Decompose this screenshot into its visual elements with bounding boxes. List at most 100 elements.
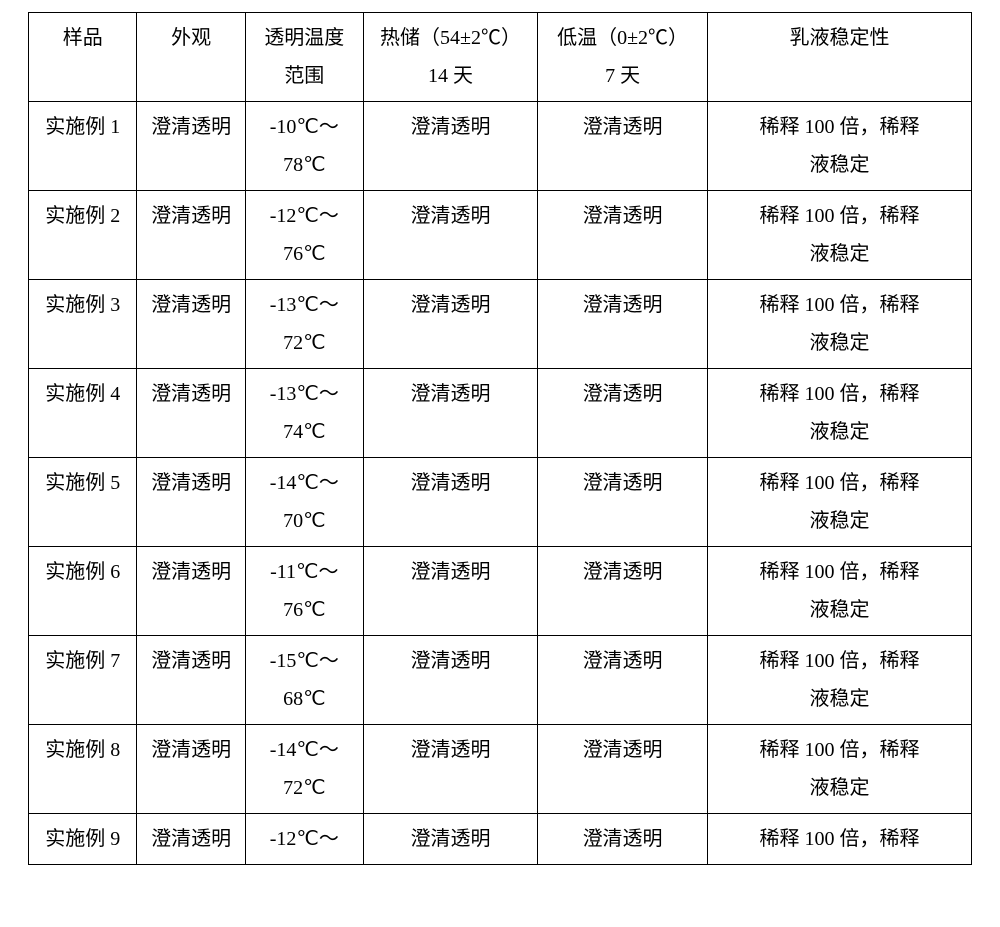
cell-emulsion: 稀释 100 倍，稀释液稳定 [707,369,971,458]
cell-cold: 澄清透明 [538,725,708,814]
cell-line2: 70℃ [250,502,359,540]
cell-line2: 液稳定 [712,146,967,184]
cell-text: 澄清透明 [410,472,490,494]
cell-range: -13℃～74℃ [245,369,363,458]
cell-cold: 澄清透明 [538,102,708,191]
cell-line2: 液稳定 [712,591,967,629]
cell-emulsion: 稀释 100 倍，稀释液稳定 [707,102,971,191]
cell-cold: 澄清透明 [538,636,708,725]
cell-text: 澄清透明 [410,650,490,672]
cell-text: 实施例 3 [45,294,120,316]
cell-cold: 澄清透明 [538,547,708,636]
cell-hot: 澄清透明 [363,369,537,458]
cell-appearance: 澄清透明 [137,458,245,547]
cell-cold: 澄清透明 [538,280,708,369]
header-row: 样品 外观 透明温度 范围 热储（54±2℃） 14 天 低温（0±2℃） 7 … [29,13,972,102]
cell-line1: 稀释 100 倍，稀释 [712,375,967,413]
table-body: 实施例 1澄清透明-10℃～78℃澄清透明澄清透明稀释 100 倍，稀释液稳定实… [29,102,972,865]
cell-line2: 72℃ [250,324,359,362]
cell-range: -12℃～ [245,814,363,865]
cell-line1: 稀释 100 倍，稀释 [712,108,967,146]
cell-range: -14℃～72℃ [245,725,363,814]
cell-appearance: 澄清透明 [137,191,245,280]
cell-text: 澄清透明 [410,383,490,405]
cell-appearance: 澄清透明 [137,725,245,814]
stability-table: 样品 外观 透明温度 范围 热储（54±2℃） 14 天 低温（0±2℃） 7 … [28,12,972,865]
cell-sample: 实施例 3 [29,280,137,369]
header-label-line1: 透明温度 [250,19,359,57]
cell-line2: 76℃ [250,235,359,273]
cell-hot: 澄清透明 [363,280,537,369]
cell-emulsion: 稀释 100 倍，稀释液稳定 [707,280,971,369]
cell-line2: 液稳定 [712,769,967,807]
header-label-line1: 低温（0±2℃） [542,19,703,57]
table-row: 实施例 4澄清透明-13℃～74℃澄清透明澄清透明稀释 100 倍，稀释液稳定 [29,369,972,458]
cell-line1: -12℃～ [250,820,359,858]
header-label: 样品 [63,27,103,49]
cell-appearance: 澄清透明 [137,547,245,636]
cell-text: 实施例 8 [45,739,120,761]
cell-range: -15℃～68℃ [245,636,363,725]
cell-line2: 68℃ [250,680,359,718]
table-row: 实施例 1澄清透明-10℃～78℃澄清透明澄清透明稀释 100 倍，稀释液稳定 [29,102,972,191]
cell-line1: -10℃～ [250,108,359,146]
cell-line1: -15℃～ [250,642,359,680]
cell-text: 澄清透明 [151,472,231,494]
cell-line2: 76℃ [250,591,359,629]
cell-text: 实施例 1 [45,116,120,138]
header-label-line2: 14 天 [368,57,533,95]
cell-text: 澄清透明 [583,561,663,583]
cell-text: 澄清透明 [151,205,231,227]
cell-emulsion: 稀释 100 倍，稀释液稳定 [707,191,971,280]
col-low-temp: 低温（0±2℃） 7 天 [538,13,708,102]
cell-text: 澄清透明 [410,828,490,850]
table-row: 实施例 6 澄清透明 -11℃～76℃ 澄清透明 澄清透明 稀释 100 倍，稀释液稳定 [29,547,972,636]
cell-text: 澄清透明 [151,383,231,405]
cell-text: 实施例 5 [45,472,120,494]
cell-text: 澄清透明 [151,561,231,583]
cell-text: 澄清透明 [583,650,663,672]
cell-hot: 澄清透明 [363,725,537,814]
cell-line1: -14℃～ [250,464,359,502]
table-row: 实施例 8澄清透明-14℃～72℃澄清透明澄清透明稀释 100 倍，稀释液稳定 [29,725,972,814]
cell-sample: 实施例 8 [29,725,137,814]
cell-sample: 实施例 6 [29,547,137,636]
cell-line2: 液稳定 [712,235,967,273]
cell-emulsion: 稀释 100 倍，稀释液稳定 [707,547,971,636]
cell-line1: -13℃～ [250,375,359,413]
cell-text: 澄清透明 [583,294,663,316]
cell-line2: 液稳定 [712,324,967,362]
cell-emulsion: 稀释 100 倍，稀释 [707,814,971,865]
cell-text: 澄清透明 [151,739,231,761]
cell-hot: 澄清透明 [363,636,537,725]
cell-line1: 稀释 100 倍，稀释 [712,820,967,858]
table-row: 实施例 9澄清透明-12℃～澄清透明澄清透明稀释 100 倍，稀释 [29,814,972,865]
cell-text: 实施例 2 [45,205,120,227]
cell-appearance: 澄清透明 [137,280,245,369]
cell-hot: 澄清透明 [363,547,537,636]
cell-text: 澄清透明 [410,116,490,138]
cell-text: 澄清透明 [151,294,231,316]
cell-line1: 稀释 100 倍，稀释 [712,197,967,235]
cell-text: 澄清透明 [583,739,663,761]
cell-text: 澄清透明 [410,205,490,227]
cell-text: 澄清透明 [583,472,663,494]
cell-appearance: 澄清透明 [137,102,245,191]
cell-line2: 液稳定 [712,413,967,451]
cell-sample: 实施例 5 [29,458,137,547]
cell-line1: -13℃～ [250,286,359,324]
cell-text: 实施例 6 [45,561,120,583]
cell-line1: 稀释 100 倍，稀释 [712,731,967,769]
cell-sample: 实施例 4 [29,369,137,458]
cell-appearance: 澄清透明 [137,636,245,725]
table-row: 实施例 2澄清透明-12℃～76℃澄清透明澄清透明稀释 100 倍，稀释液稳定 [29,191,972,280]
cell-cold: 澄清透明 [538,369,708,458]
col-transparent-range: 透明温度 范围 [245,13,363,102]
header-label-line2: 范围 [250,57,359,95]
cell-hot: 澄清透明 [363,814,537,865]
cell-text: 澄清透明 [410,561,490,583]
cell-sample: 实施例 2 [29,191,137,280]
cell-range: -14℃～70℃ [245,458,363,547]
cell-cold: 澄清透明 [538,458,708,547]
cell-range: -11℃～76℃ [245,547,363,636]
